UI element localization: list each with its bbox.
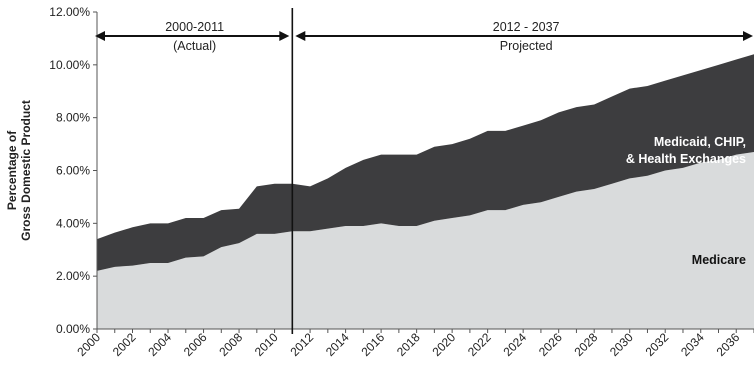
y-tick-label: 4.00% (56, 216, 90, 230)
x-tick-label: 2024 (501, 330, 530, 359)
medicaid-label-line-2: & Health Exchanges (626, 152, 746, 166)
x-tick-label: 2002 (110, 330, 139, 359)
y-axis-title-line-1: Percentage of (5, 130, 19, 210)
x-tick-label: 2034 (678, 330, 707, 359)
y-tick-label: 10.00% (49, 58, 90, 72)
y-tick-label: 8.00% (56, 111, 90, 125)
x-tick-label: 2028 (572, 330, 601, 359)
y-axis-title-line-2: Gross Domestic Product (19, 100, 33, 241)
x-tick-label: 2030 (607, 330, 636, 359)
x-tick-label: 2026 (536, 330, 565, 359)
projected-arrow-head-right (743, 31, 753, 41)
series-area-medicaid (97, 54, 754, 271)
x-tick-label: 2032 (643, 330, 672, 359)
series-area-medicare (97, 152, 754, 329)
x-tick-label: 2014 (323, 330, 352, 359)
x-tick-label: 2008 (216, 330, 245, 359)
x-tick-label: 2006 (181, 330, 210, 359)
actual-arrow-head-left (95, 31, 105, 41)
x-tick-label: 2022 (465, 330, 494, 359)
y-tick-label: 2.00% (56, 269, 90, 283)
y-tick-label: 12.00% (49, 5, 90, 19)
x-tick-label: 2036 (714, 330, 743, 359)
x-tick-label: 2016 (358, 330, 387, 359)
actual-note-label: (Actual) (173, 39, 216, 53)
y-tick-label: 6.00% (56, 164, 90, 178)
medicaid-label-line-1: Medicaid, CHIP, (654, 135, 746, 149)
medicare-label: Medicare (692, 253, 746, 267)
actual-arrow-head-right (279, 31, 290, 41)
projected-arrow-head-left (295, 31, 306, 41)
actual-range-label: 2000-2011 (165, 20, 224, 34)
x-tick-label: 2018 (394, 330, 423, 359)
x-tick-label: 2010 (252, 330, 281, 359)
x-tick-label: 2012 (287, 330, 316, 359)
projected-range-label: 2012 - 2037 (493, 20, 560, 34)
projected-note-label: Projected (500, 39, 553, 53)
y-tick-label: 0.00% (56, 322, 90, 336)
x-tick-label: 2020 (429, 330, 458, 359)
x-tick-label: 2004 (145, 330, 174, 359)
